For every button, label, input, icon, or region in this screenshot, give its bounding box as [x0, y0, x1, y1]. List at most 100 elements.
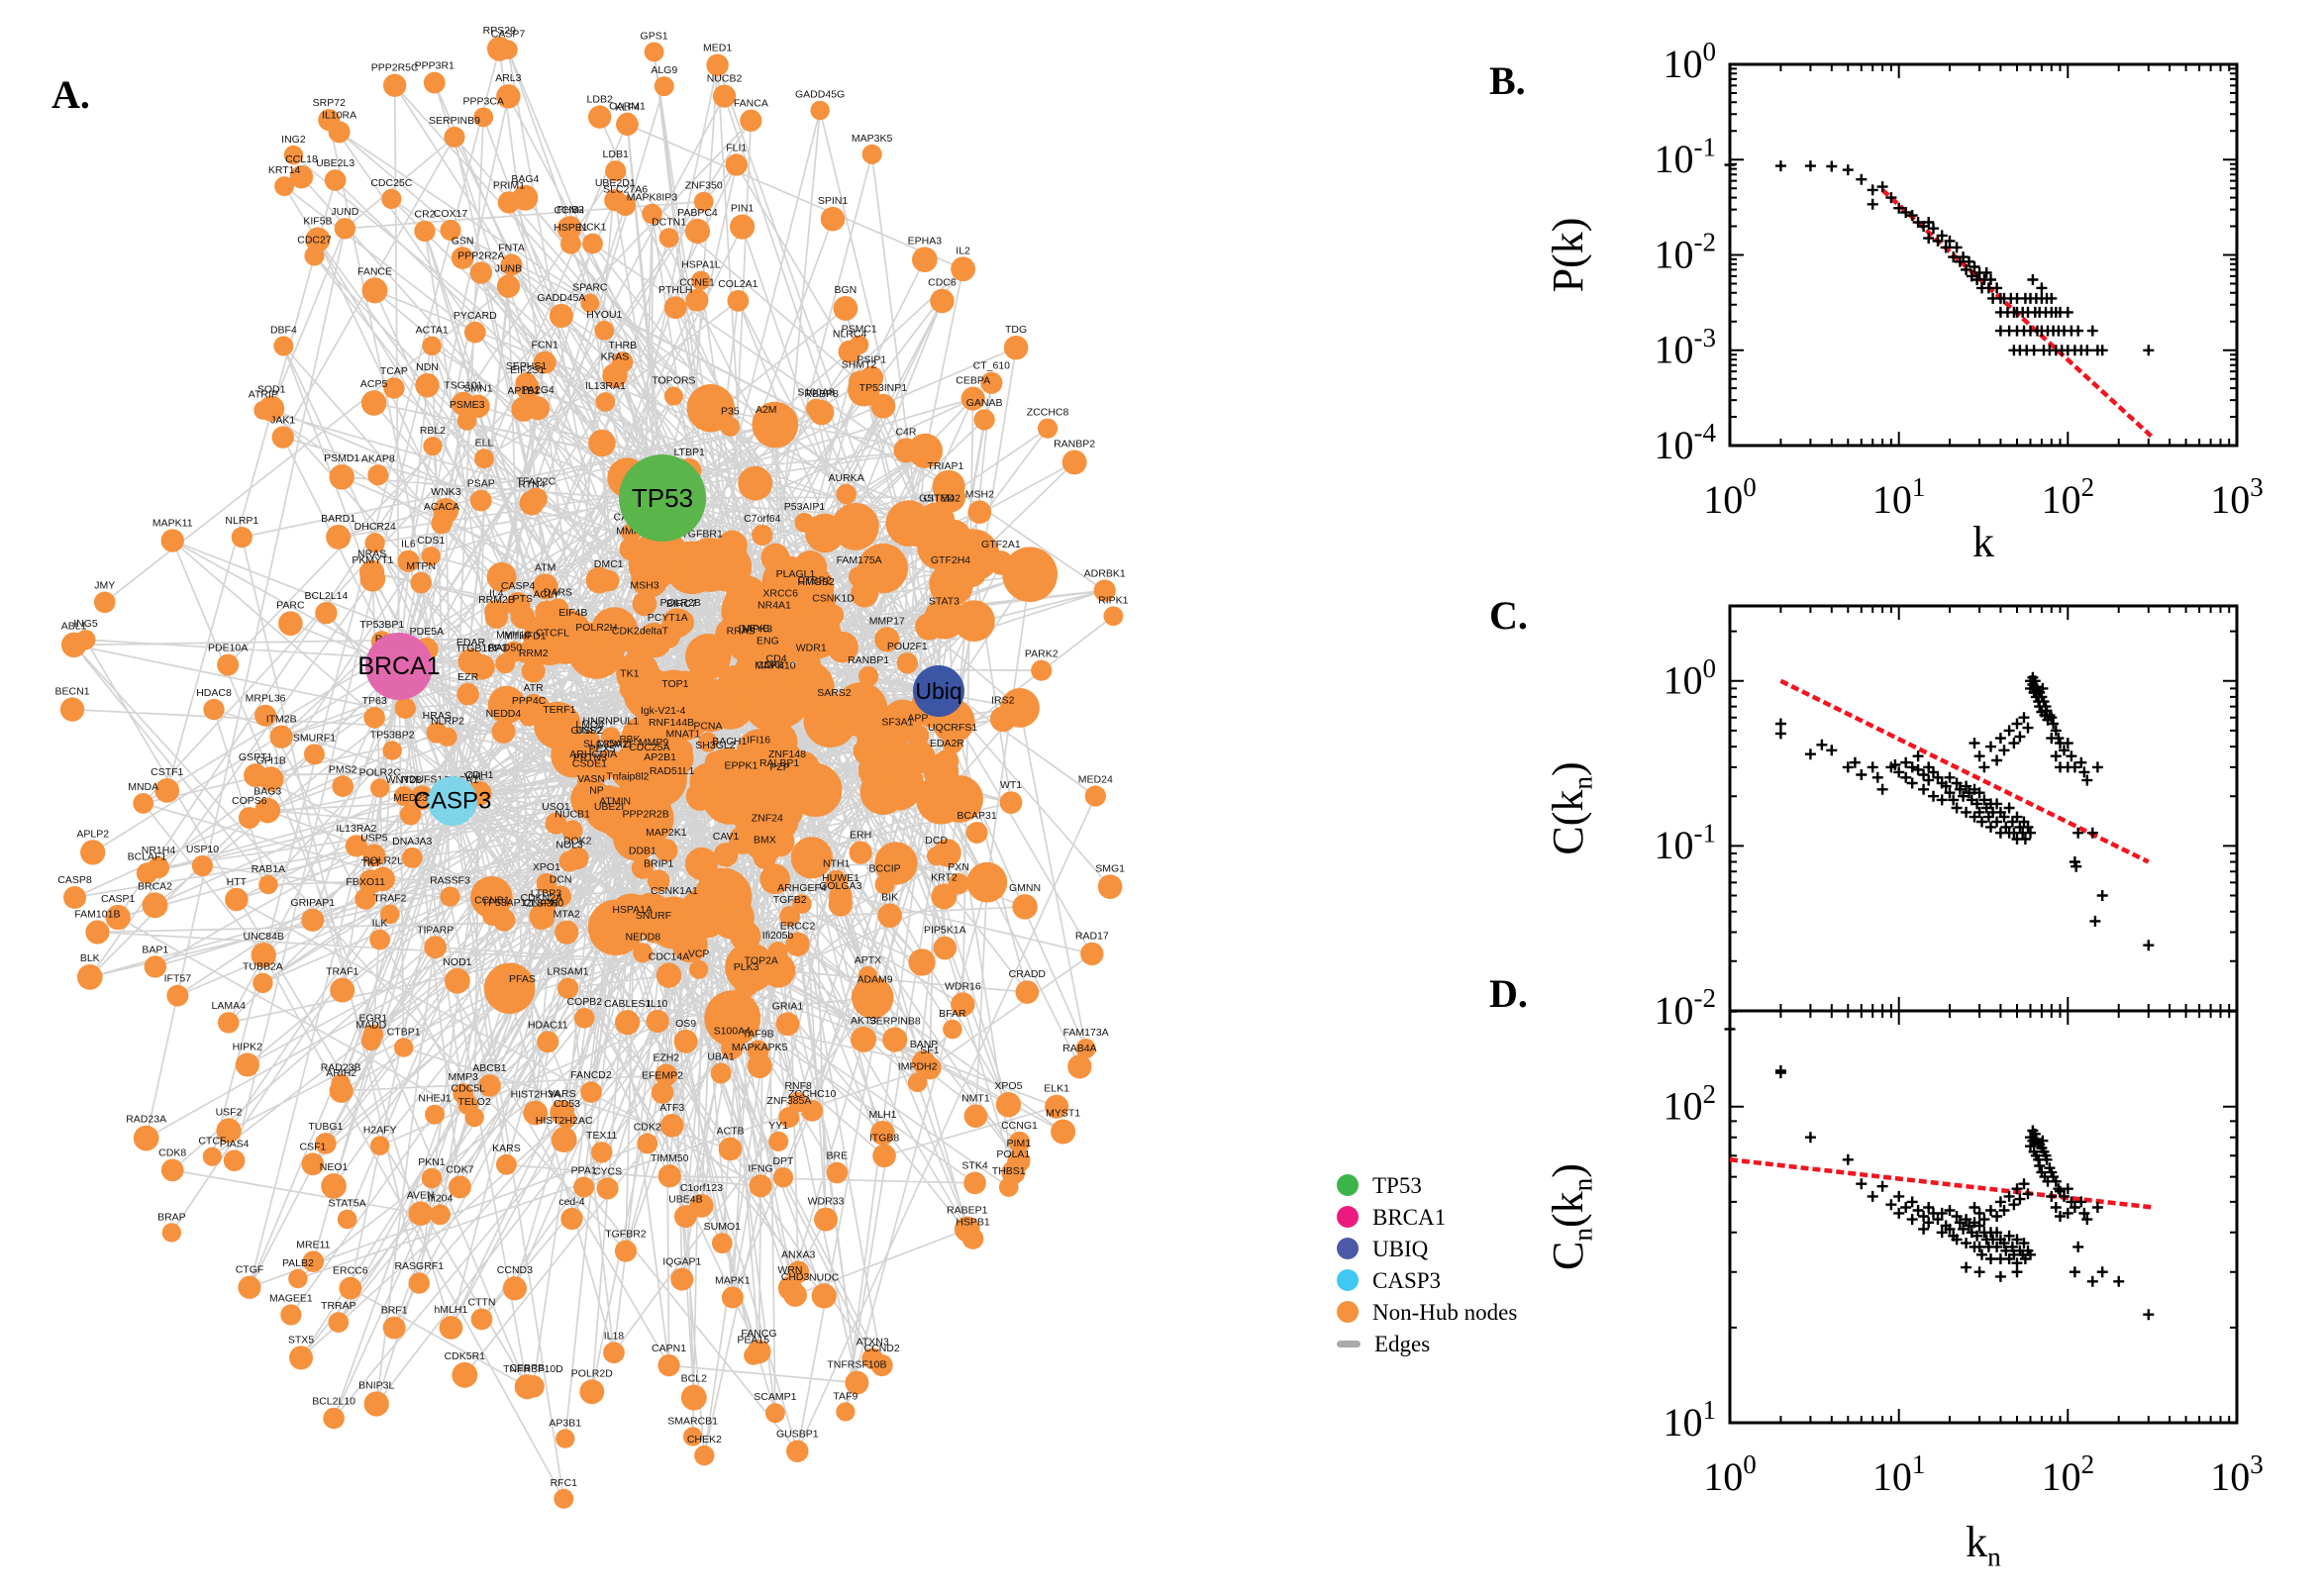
y-tick-label: 10-1 — [1655, 818, 1717, 867]
node-label: IQGAP1 — [662, 1256, 701, 1268]
network-node — [408, 1272, 430, 1294]
network-node — [1097, 874, 1123, 899]
legend-item-nonhub: Non-Hub nodes — [1337, 1301, 1517, 1324]
node-label: ALG9 — [651, 64, 677, 76]
network-node — [912, 247, 938, 273]
network-node — [684, 218, 711, 245]
network-node — [318, 109, 341, 132]
node-label: JUNB — [495, 263, 522, 275]
node-label: NUCB1 — [555, 808, 590, 820]
network-node — [747, 746, 770, 769]
network-node — [254, 704, 277, 727]
network-node — [561, 820, 583, 842]
node-label: IL10 — [648, 998, 668, 1010]
network-node — [998, 1177, 1019, 1197]
base: 10 — [2210, 1454, 2250, 1499]
node-label: CHD3 — [781, 1271, 810, 1283]
base: 10 — [1655, 232, 1694, 276]
network-node — [258, 395, 285, 422]
node-label: CSDE1 — [572, 758, 607, 770]
network-node — [362, 844, 386, 867]
exponent: -4 — [1694, 418, 1717, 448]
exponent: -1 — [1694, 818, 1717, 848]
network-node — [1051, 1119, 1076, 1145]
x-tick-label: 100 — [1703, 472, 1757, 522]
node-label: MADD — [355, 1020, 386, 1032]
network-node — [691, 270, 711, 291]
network-node — [963, 1104, 988, 1129]
panel-label-d: D. — [1489, 971, 1528, 1016]
network-node — [786, 1260, 810, 1283]
node-label: LTBP3 — [531, 887, 561, 899]
network-node — [360, 390, 387, 416]
node-label: TAF9 — [833, 1390, 858, 1402]
node-label: KRT2 — [931, 871, 958, 883]
node-label: GSN — [452, 235, 474, 247]
network-node — [330, 977, 355, 1003]
network-node — [896, 652, 919, 674]
node-label: CLSPN — [524, 897, 558, 909]
network-node — [337, 1209, 357, 1230]
network-node — [408, 1201, 433, 1226]
network-node — [877, 903, 902, 928]
node-label: HYOU1 — [586, 309, 622, 321]
y-tick-label: 10-2 — [1655, 983, 1717, 1033]
network-node — [478, 1074, 501, 1097]
fit-line — [1779, 678, 2150, 864]
network-node — [1103, 606, 1124, 627]
network-node — [142, 892, 168, 919]
node-label: TELO2 — [457, 1096, 490, 1108]
node-label: MED23 — [393, 792, 428, 804]
network-node — [833, 682, 888, 737]
network-node — [617, 782, 638, 803]
node-label: MRE11 — [296, 1239, 330, 1250]
node-label: GRIPAP1 — [290, 897, 335, 909]
node-label: UBE2I — [594, 801, 624, 813]
node-label: RASSF3 — [430, 875, 470, 887]
network-node — [361, 277, 388, 304]
node-label: PRIM1 — [493, 179, 525, 191]
base: 10 — [1664, 42, 1703, 86]
node-label: NDN — [416, 361, 439, 373]
node-label: CABLES1 — [604, 998, 651, 1010]
node-label: PLAGL1 — [776, 568, 816, 580]
network-node — [354, 888, 377, 910]
node-label: DMC1 — [594, 558, 624, 570]
network-node — [519, 490, 545, 516]
network-node — [191, 854, 214, 877]
network-node — [822, 604, 845, 626]
x-axis-title: kn​ — [1966, 1518, 2001, 1572]
node-label: TNFRSF10D — [503, 1363, 563, 1375]
node-label: MED24 — [1078, 773, 1113, 785]
network-node — [713, 843, 739, 867]
panel-label-c: C. — [1489, 593, 1528, 638]
node-label: IL2 — [956, 245, 970, 256]
network-node — [637, 1133, 658, 1154]
node-label: PKMYT1 — [352, 554, 393, 566]
node-label: SERPINB8 — [869, 1015, 921, 1027]
node-label: IRS2 — [991, 694, 1015, 706]
node-label: HIPK2 — [233, 1041, 263, 1052]
network-node — [364, 533, 385, 553]
node-label: CCL18 — [285, 153, 318, 165]
network-node — [85, 920, 110, 945]
network-node — [502, 1276, 527, 1301]
network-node — [685, 634, 732, 680]
node-label: UBA1 — [707, 1051, 735, 1063]
base: 10 — [1703, 477, 1743, 522]
node-label: EGR1 — [359, 1013, 388, 1025]
text-run: (k — [1544, 1191, 1592, 1228]
node-label: STAT3 — [929, 596, 960, 608]
node-label: PSME3 — [450, 399, 485, 411]
network-node — [585, 633, 607, 654]
network-node — [614, 1010, 641, 1036]
node-label: EZH2 — [653, 1052, 679, 1064]
base: 10 — [1664, 658, 1703, 703]
network-node — [274, 176, 295, 197]
legend-label: BRCA1 — [1372, 1204, 1447, 1230]
network-node — [953, 600, 995, 643]
node-label: FANCD2 — [570, 1069, 612, 1081]
node-label: HSPB1 — [956, 1216, 990, 1228]
node-label: BRF1 — [381, 1305, 408, 1317]
network-node — [536, 872, 557, 894]
